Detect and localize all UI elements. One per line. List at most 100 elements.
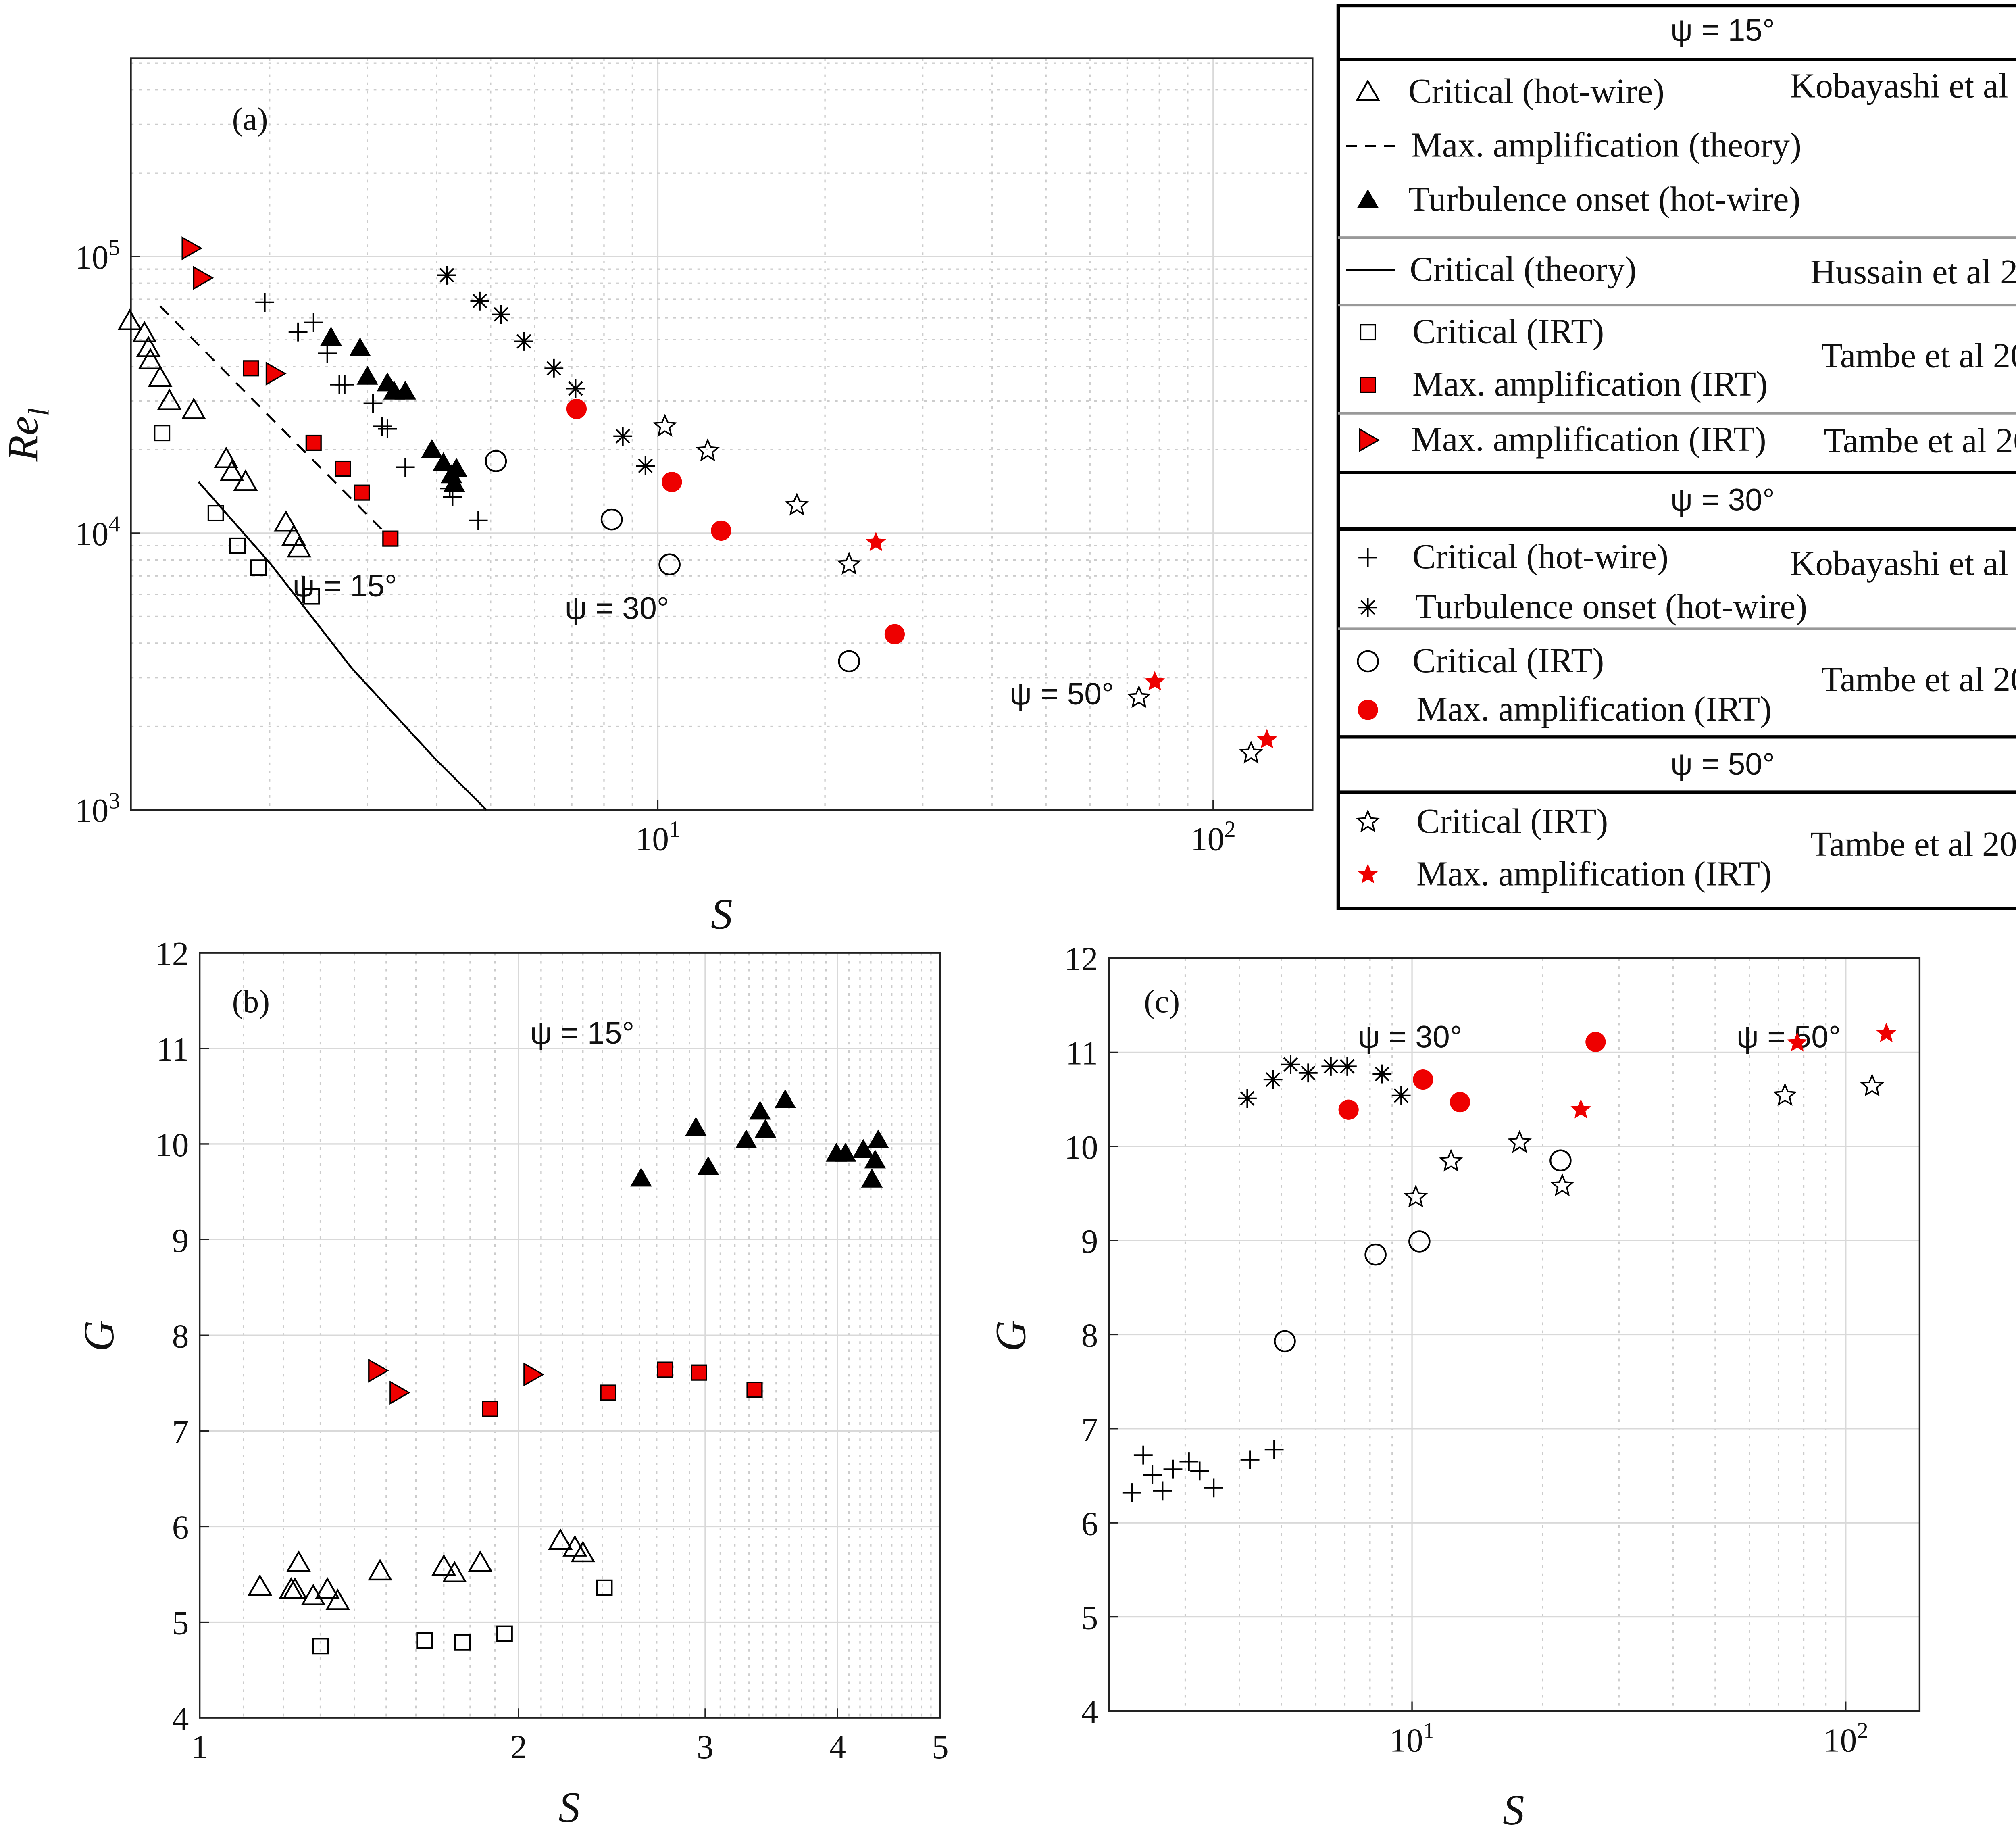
series-star-red: [865, 531, 1277, 749]
legend-label: Critical (IRT): [1416, 801, 1608, 840]
tri-filled-marker: [394, 380, 416, 400]
square-open-marker: [1360, 324, 1376, 341]
plus-marker: [1358, 548, 1377, 567]
y-tick-label: 11: [156, 1031, 189, 1068]
y-tick-label: 12: [1064, 940, 1098, 978]
series-dashed-line: [159, 305, 391, 539]
axes-frame: [130, 57, 1314, 811]
series-tri-filled: [320, 327, 467, 492]
star-open-marker: [653, 413, 677, 437]
series-solid-line: [198, 481, 487, 811]
x-tick-label: 5: [932, 1728, 949, 1766]
plus-marker: [1190, 1461, 1209, 1481]
legend-label: Critical (hot-wire): [1412, 537, 1668, 576]
tri-open-marker: [548, 1528, 573, 1550]
plus-marker: [1122, 1483, 1141, 1502]
tri-open-marker: [138, 348, 163, 369]
series-tri-right-red: [181, 236, 287, 386]
chart-c: 101 102 4 5 6 7 8 9 10 11 12 (c) S Gψ = 30° ψ = 50°: [987, 940, 1921, 1830]
square-open-marker: [250, 559, 267, 576]
circle-red-marker: [662, 472, 682, 492]
tri-filled-marker: [432, 452, 454, 471]
annotation: ψ = 50°: [1010, 677, 1114, 711]
plus-marker: [318, 344, 337, 363]
plus-marker: [443, 488, 462, 506]
tri-open-marker: [1356, 79, 1381, 101]
x-axis-label: S: [1503, 1786, 1524, 1830]
star-open-marker: [1404, 1184, 1428, 1208]
y-tick-label: 7: [172, 1413, 189, 1451]
tri-open-marker: [214, 446, 239, 468]
legend-source: Kobayashi et al 1987: [1790, 544, 2016, 583]
y-tick-label: 8: [172, 1317, 189, 1355]
circle-open-marker: [658, 553, 681, 576]
series-plus: [1122, 1440, 1284, 1502]
circle-red-marker: [884, 624, 905, 644]
annotation: ψ = 50°: [1737, 1020, 1841, 1055]
tri-filled-marker: [421, 439, 443, 458]
legend-label: Max. amplification (theory): [1411, 125, 1801, 165]
y-tick-label: 6: [172, 1509, 189, 1547]
legend-label: Max. amplification (IRT): [1411, 419, 1766, 459]
tri-filled-marker: [349, 337, 371, 356]
circle-red-marker: [1358, 700, 1378, 720]
tri-open-marker: [219, 459, 244, 481]
y-tick-label: 8: [1081, 1317, 1098, 1355]
circle-red-marker: [1450, 1092, 1470, 1113]
tri-open-marker: [132, 321, 157, 342]
y-tick-label: 11: [1066, 1035, 1098, 1072]
circle-open-marker: [600, 508, 623, 531]
solid-line: [198, 481, 487, 811]
circle-red-marker: [1338, 1099, 1359, 1120]
legend-label: Critical (theory): [1410, 250, 1637, 289]
circle-open-marker: [1357, 650, 1379, 673]
plus-marker: [304, 313, 323, 332]
tri-filled-marker: [685, 1117, 707, 1136]
legend-source: Tambe et al 2023: [1824, 421, 2016, 460]
panel-label: (a): [232, 101, 268, 137]
tri-right-red-marker: [1359, 428, 1380, 452]
x-tick-label: 2: [510, 1728, 527, 1766]
x-tick-label: 101: [1389, 1718, 1435, 1759]
star-open-marker: [837, 552, 861, 575]
square-red-marker: [746, 1382, 763, 1398]
star-red-marker: [1570, 1099, 1591, 1119]
y-tick-label: 9: [1081, 1223, 1098, 1260]
y-tick-label: 4: [1081, 1693, 1098, 1731]
plus-marker: [1179, 1452, 1199, 1471]
tri-filled-marker: [754, 1119, 777, 1138]
tri-open-marker: [286, 1550, 311, 1572]
plus-marker: [1240, 1450, 1260, 1469]
plus-marker: [1163, 1459, 1183, 1479]
y-tick-label: 104: [75, 512, 120, 553]
annotation: ψ = 15°: [530, 1016, 634, 1050]
y-axis-label: G: [75, 1320, 123, 1351]
square-open-marker: [154, 425, 171, 442]
legend-label: Max. amplification (IRT): [1416, 854, 1772, 893]
asterisk-marker: [1281, 1055, 1300, 1074]
dashed-line: [159, 305, 391, 539]
tri-open-marker: [325, 1588, 350, 1610]
x-axis-label: S: [711, 890, 733, 938]
plus-marker: [288, 322, 308, 342]
plus-marker: [1133, 1445, 1153, 1465]
plus-marker: [1153, 1481, 1172, 1501]
tri-right-red-marker: [523, 1362, 545, 1387]
annotation: ψ = 30°: [1358, 1020, 1462, 1055]
star-red-marker: [1787, 1032, 1808, 1052]
circle-open-marker: [485, 450, 507, 472]
circle-open-marker: [1364, 1243, 1387, 1266]
star-red-marker: [1358, 863, 1378, 884]
tri-filled-marker: [446, 458, 467, 477]
tri-right-red-marker: [181, 236, 203, 261]
asterisk-marker: [1238, 1089, 1257, 1108]
legend-label: Turbulence onset (hot-wire): [1408, 179, 1801, 219]
tri-open-marker: [136, 336, 161, 357]
legend-label: Critical (IRT): [1412, 311, 1604, 350]
asterisk-marker: [1372, 1064, 1392, 1084]
series-tri-filled: [630, 1089, 889, 1188]
series-circle-red: [1338, 1032, 1606, 1120]
plus-marker: [1204, 1478, 1223, 1498]
